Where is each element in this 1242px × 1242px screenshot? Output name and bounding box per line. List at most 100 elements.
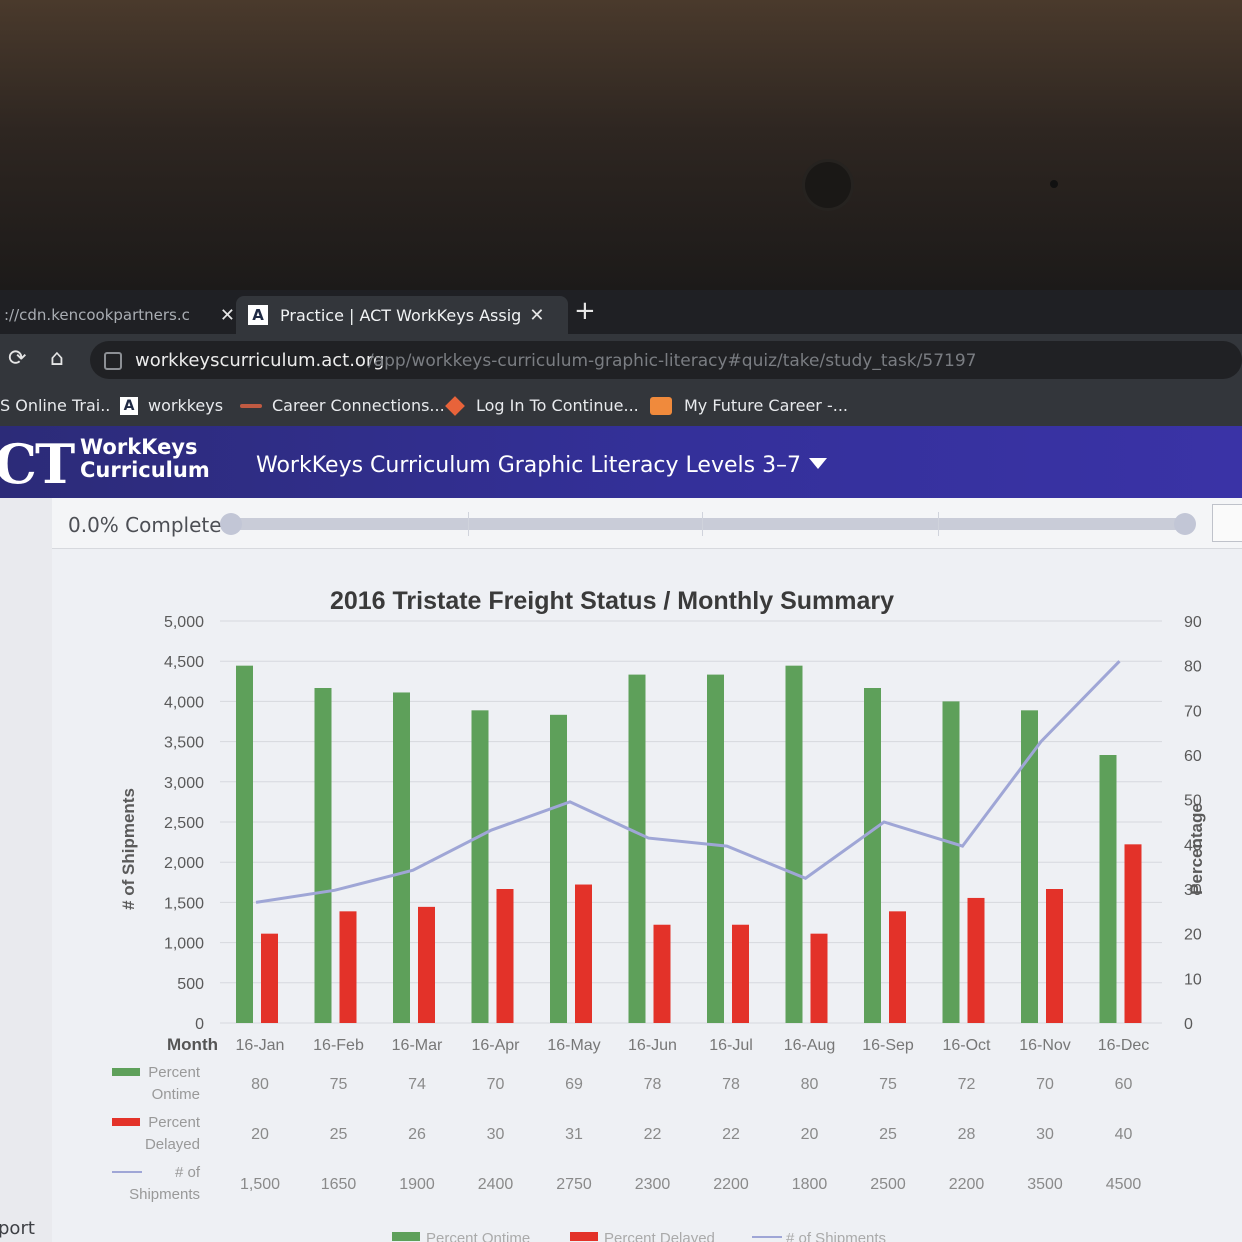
left-tick-label: 2,500 bbox=[164, 815, 204, 832]
bar-percent-delayed bbox=[261, 933, 278, 1023]
page-info-icon[interactable] bbox=[104, 352, 122, 370]
table-legend-swatch bbox=[112, 1068, 140, 1076]
legend-swatch bbox=[392, 1232, 420, 1241]
bar-percent-delayed bbox=[418, 906, 435, 1023]
x-tick-label: 16-Nov bbox=[1019, 1037, 1071, 1054]
left-tick-label: 500 bbox=[177, 976, 204, 993]
legend-label: Percent Ontime bbox=[426, 1230, 530, 1242]
bar-percent-ontime bbox=[393, 692, 410, 1023]
x-tick-label: 16-Dec bbox=[1098, 1037, 1150, 1054]
bookmark-workkeys[interactable]: A workkeys bbox=[120, 396, 223, 415]
progress-tick bbox=[938, 512, 939, 536]
table-cell: 30 bbox=[1036, 1126, 1054, 1143]
browser-tab-1[interactable]: ://cdn.kencookpartners.c ✕ bbox=[0, 296, 236, 334]
bar-percent-ontime bbox=[1021, 710, 1038, 1023]
left-axis: 5,000 4,500 4,000 3,500 3,000 2,500 2,000 1,500… bbox=[164, 614, 204, 1033]
table-cell: 60 bbox=[1115, 1076, 1133, 1093]
right-tick-label: 60 bbox=[1184, 748, 1202, 765]
bar-percent-ontime bbox=[1099, 755, 1117, 1023]
table-cell: 25 bbox=[879, 1126, 897, 1143]
home-icon[interactable]: ⌂ bbox=[50, 346, 64, 371]
right-axis-label: Percentage bbox=[1187, 803, 1206, 895]
course-title: WorkKeys Curriculum Graphic Literacy Lev… bbox=[256, 453, 802, 478]
table-cell: 75 bbox=[879, 1076, 897, 1093]
side-panel-toggle[interactable] bbox=[1212, 504, 1242, 542]
table-cell: 1800 bbox=[792, 1176, 828, 1193]
plus-icon[interactable]: + bbox=[574, 296, 596, 326]
freight-chart: 2016 Tristate Freight Status / Monthly S… bbox=[112, 587, 1206, 1242]
bookmark-career-connections[interactable]: Career Connections... bbox=[240, 396, 445, 415]
bookmark-label: workkeys bbox=[148, 396, 224, 415]
webcam-icon bbox=[805, 162, 851, 208]
tab-title: Practice | ACT WorkKeys Assig bbox=[280, 305, 522, 325]
reload-icon[interactable]: ⟳ bbox=[8, 346, 27, 371]
close-tab-icon[interactable]: ✕ bbox=[529, 304, 545, 326]
table-cell: 72 bbox=[958, 1076, 976, 1093]
progress-label: 0.0% Complete bbox=[68, 513, 222, 537]
bar-percent-ontime bbox=[707, 674, 724, 1023]
table-cell: 80 bbox=[801, 1076, 819, 1093]
x-tick-label: 16-Sep bbox=[862, 1037, 914, 1054]
left-axis-label: # of Shipments bbox=[119, 788, 138, 910]
bookmarks-bar: S Online Trai.. A workkeys Career Connec… bbox=[0, 386, 1242, 427]
bar-percent-ontime bbox=[550, 714, 567, 1023]
address-bar[interactable]: workkeyscurriculum.act.org /app/workkeys… bbox=[90, 341, 1242, 379]
close-tab-icon[interactable]: ✕ bbox=[219, 304, 235, 326]
chart-title: 2016 Tristate Freight Status / Monthly S… bbox=[330, 587, 894, 615]
browser-tab-2[interactable]: A Practice | ACT WorkKeys Assig ✕ bbox=[236, 296, 568, 334]
bar-percent-delayed bbox=[1046, 889, 1063, 1023]
gridlines bbox=[220, 620, 1162, 1024]
bar-percent-ontime bbox=[236, 665, 253, 1023]
act-logo-icon: A bbox=[120, 396, 138, 415]
bar-percent-delayed bbox=[889, 911, 906, 1023]
left-gutter bbox=[0, 498, 52, 1242]
x-tick-label: 16-Feb bbox=[313, 1037, 364, 1054]
table-cell: 2750 bbox=[556, 1176, 592, 1193]
bar-percent-delayed bbox=[1124, 844, 1142, 1023]
data-table: Month 16-Jan 16-Feb 16-Mar 16-Apr 16-May 16-Ju… bbox=[112, 1035, 1149, 1203]
diamond-icon bbox=[445, 395, 465, 416]
tab-title: ://cdn.kencookpartners.c bbox=[4, 306, 190, 324]
table-row-label: Percent bbox=[148, 1064, 201, 1081]
left-tick-label: 5,000 bbox=[164, 614, 204, 631]
bar-percent-delayed bbox=[339, 911, 357, 1023]
bar-percent-ontime bbox=[628, 674, 646, 1023]
bar-percent-delayed bbox=[810, 933, 828, 1023]
workkeys-logo-text: WorkKeys Curriculum bbox=[80, 436, 210, 482]
progress-tick bbox=[702, 512, 703, 536]
table-cell: 40 bbox=[1115, 1126, 1133, 1143]
progress-end-knob bbox=[1174, 513, 1196, 535]
right-tick-label: 0 bbox=[1184, 1016, 1193, 1033]
bookmark-icon bbox=[650, 396, 672, 415]
table-cell: 31 bbox=[565, 1126, 583, 1143]
table-cell: 69 bbox=[565, 1076, 583, 1093]
table-cell: 28 bbox=[958, 1126, 976, 1143]
table-cell: 20 bbox=[251, 1126, 269, 1143]
act-logo[interactable]: CT bbox=[0, 432, 75, 496]
progress-start-knob bbox=[220, 513, 242, 535]
bar-percent-ontime bbox=[942, 701, 960, 1023]
bar-percent-delayed bbox=[496, 889, 514, 1023]
bar-percent-delayed bbox=[653, 924, 671, 1023]
bookmark-label: My Future Career -... bbox=[684, 396, 848, 415]
table-cell: 70 bbox=[487, 1076, 505, 1093]
left-tick-label: 4,000 bbox=[164, 694, 204, 711]
table-cell: 70 bbox=[1036, 1076, 1054, 1093]
table-cell: 2200 bbox=[713, 1176, 749, 1193]
bookmark-online-training[interactable]: S Online Trai.. bbox=[0, 396, 110, 415]
x-tick-label: 16-Jun bbox=[628, 1037, 677, 1054]
left-tick-label: 1,000 bbox=[164, 936, 204, 953]
bookmark-my-future-career[interactable]: My Future Career -... bbox=[650, 396, 848, 415]
left-tick-label: 4,500 bbox=[164, 654, 204, 671]
left-tick-label: 0 bbox=[195, 1016, 204, 1033]
course-selector[interactable]: WorkKeys Curriculum Graphic Literacy Lev… bbox=[256, 453, 828, 478]
shipments-line bbox=[255, 660, 1121, 904]
table-cell: 75 bbox=[330, 1076, 348, 1093]
tab-strip: ://cdn.kencookpartners.c ✕ A Practice | … bbox=[0, 290, 1242, 334]
x-tick-label: 16-Aug bbox=[784, 1037, 836, 1054]
table-cell: 1,500 bbox=[240, 1176, 280, 1193]
url-path: /app/workkeys-curriculum-graphic-literac… bbox=[368, 351, 977, 371]
bookmark-login[interactable]: Log In To Continue... bbox=[445, 395, 639, 416]
screen: ://cdn.kencookpartners.c ✕ A Practice | … bbox=[0, 290, 1242, 1242]
url-host: workkeyscurriculum.act.org bbox=[135, 350, 385, 371]
